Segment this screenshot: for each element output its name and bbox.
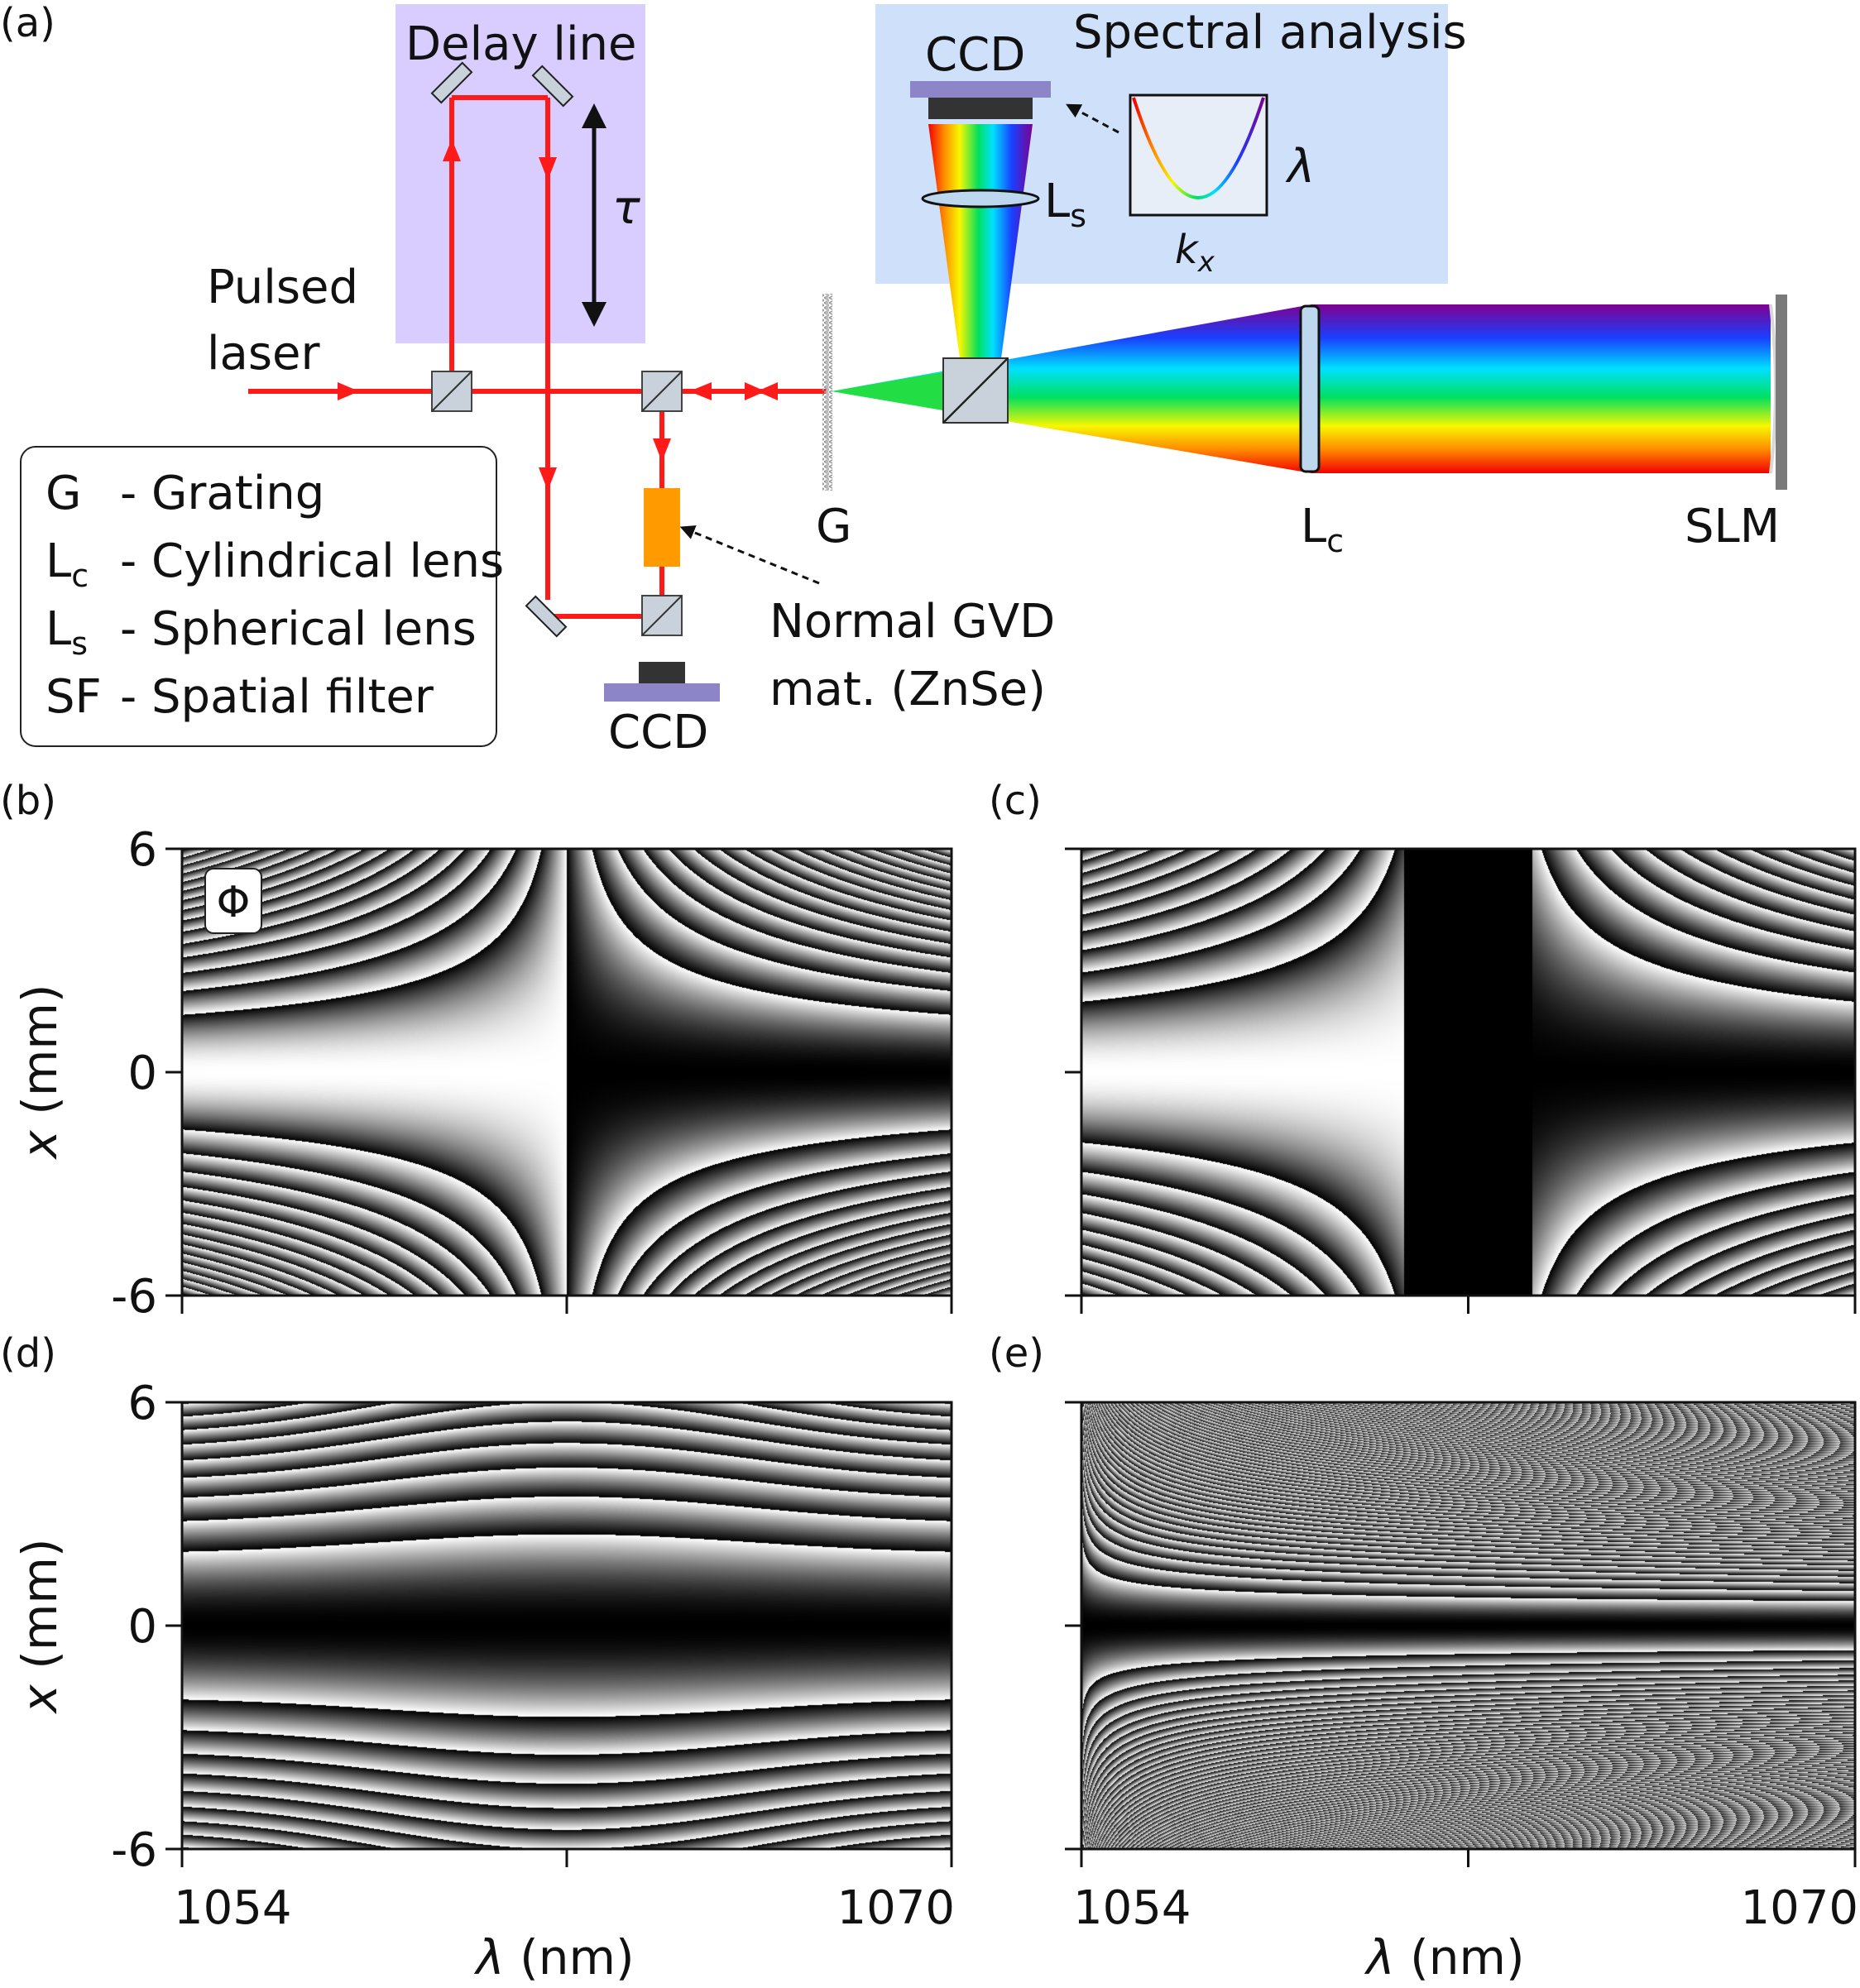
y-axis-label-top: x (mm) [12,984,68,1160]
y-tick-label-d-0: 6 [127,1377,157,1430]
ls-label: Ls [1044,175,1086,234]
legend-box [20,446,497,747]
phase-map-b [182,849,952,1296]
spectral-beam [928,124,1033,371]
delay-mirror-right [531,65,574,108]
beam-arrows [338,139,778,491]
inset-lambda-label: λ [1285,140,1315,194]
x-axis-label-right: λ (nm) [1364,1929,1524,1986]
grating-spot [832,372,943,410]
legend-desc-3: - Spatial filter [120,670,434,724]
grating-label: G [816,500,851,553]
dispersion-inset [1129,93,1268,217]
spherical-lens [921,189,1040,208]
y-tick-label-b-1: 0 [127,1047,157,1100]
y-tick-label-b-2: -6 [111,1270,157,1324]
x-tick-label-d-1: 1070 [837,1881,955,1935]
legend-desc-1: - Cylindrical lens [120,534,504,588]
legend-key-1: Lc [46,534,89,594]
spectral-analysis-label: Spectral analysis [1073,6,1467,60]
y-tick-label-d-1: 0 [127,1600,157,1654]
phase-map-d [182,1402,952,1849]
phase-map-c [1081,849,1855,1296]
ccd-bottom [604,683,720,702]
delay-line-label: Delay line [405,17,636,71]
panel-label-d: (d) [0,1330,56,1377]
inset-kx-label: kx [1175,227,1215,279]
ccd-top-label: CCD [925,28,1025,82]
legend-desc-0: - Grating [120,467,324,520]
fold-mirror [525,595,568,638]
x-tick-label-e-1: 1070 [1740,1881,1858,1935]
dispersed-beam-cone [832,304,1311,473]
ccd-bottom-sensor [639,662,685,683]
pulsed-label: Pulsed [207,261,358,314]
phase-map-e [1081,1402,1855,1849]
y-tick-label-d-2: -6 [111,1823,157,1877]
legend-key-3: SF [46,670,102,724]
gvd-pointer-arrow [679,525,820,585]
legend-rows: G - Grating Lc - Cylindrical lens Ls - Spheri… [46,467,504,724]
phi-badge [204,868,262,934]
x-tick-label-d-0: 1054 [174,1881,292,1935]
x-axis-label-left: λ (nm) [473,1929,634,1986]
legend-key-0: G [46,467,81,520]
inset-pointer-arrow [1066,103,1119,134]
beamsplitter-3 [641,595,683,636]
y-axis-label-bottom: x (mm) [12,1538,68,1714]
legend-key-2: Ls [46,602,88,662]
tau-label: τ [612,181,640,235]
panel-label-a: (a) [0,0,55,46]
beamsplitter-2 [641,371,683,412]
legend-desc-2: - Spherical lens [120,602,477,656]
cylindrical-lens [1299,304,1321,473]
panel-label-e: (e) [989,1330,1044,1377]
lc-label: Lc [1301,500,1344,559]
slm-face [1769,304,1777,474]
plots-layer: 6 0 -6 6 0 -6 1054 1070 1054 1070 [111,823,1858,1935]
y-tick-label-b-0: 6 [127,823,157,877]
gvd-label-line1: Normal GVD [769,595,1055,649]
beamsplitter-1 [431,371,472,412]
ccd-bottom-label: CCD [608,706,708,759]
laser-label: laser [207,327,321,381]
slm [1776,295,1787,490]
ccd-top [910,81,1051,98]
delay-mirror-left [430,61,473,104]
phi-label: Φ [217,878,251,927]
x-tick-label-e-0: 1054 [1073,1881,1191,1935]
collimated-beam [1311,304,1771,473]
gvd-label-line2: mat. (ZnSe) [769,663,1046,716]
beamsplitter-4 [942,357,1009,424]
gvd-material [644,488,680,567]
slm-label: SLM [1685,500,1780,553]
panel-label-b: (b) [0,778,56,824]
ccd-top-sensor [928,98,1033,119]
panel-label-c: (c) [989,778,1042,824]
